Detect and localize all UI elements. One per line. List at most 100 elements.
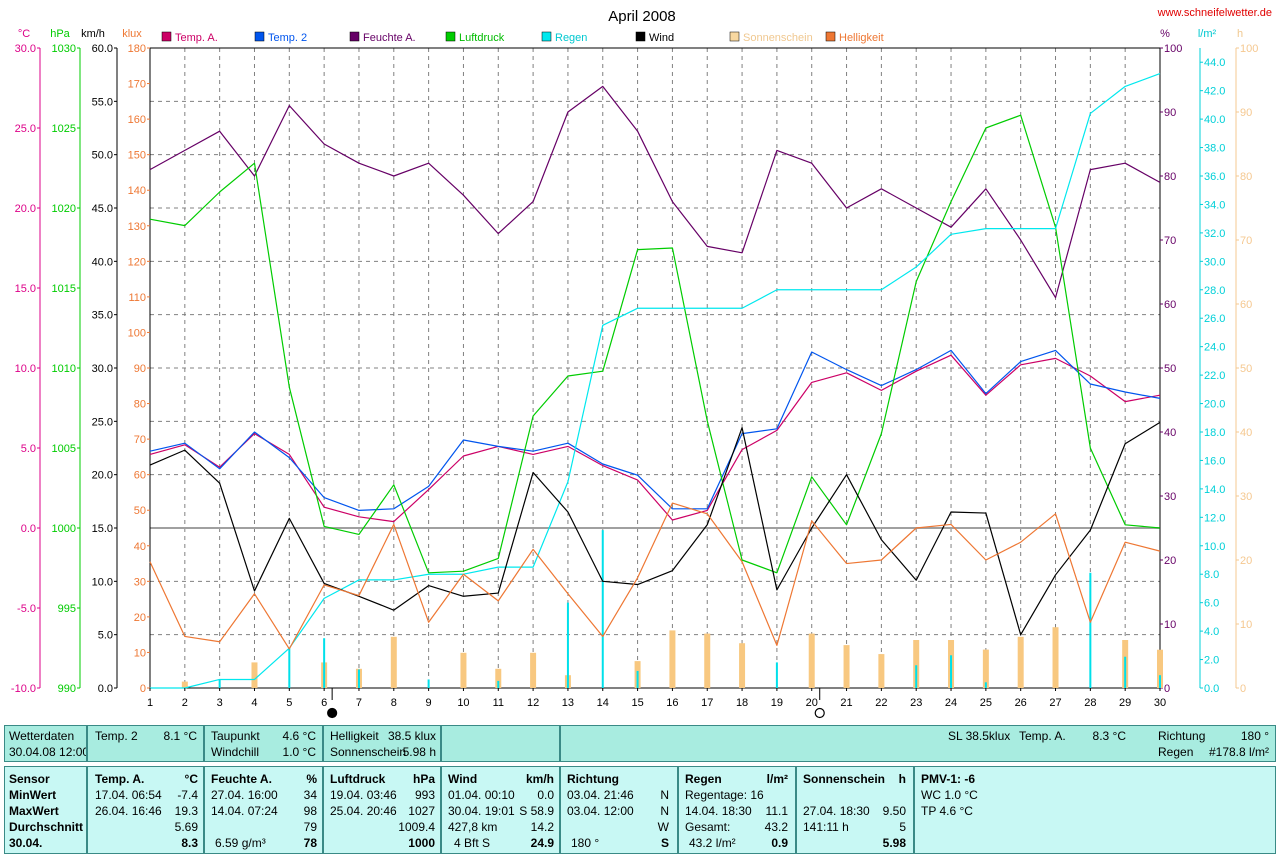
lux-tick-label: 110: [128, 292, 146, 304]
x-tick-label: 10: [457, 697, 469, 709]
x-tick-label: 1: [147, 697, 153, 709]
lux-tick-label: 120: [128, 256, 146, 268]
wind-tick-label: 20.0: [92, 470, 113, 482]
pressure-axis-unit: hPa: [50, 28, 70, 40]
source-link[interactable]: www.schneifelwetter.de: [1157, 7, 1272, 19]
sunshine-tick-label: 70: [1240, 235, 1252, 247]
weather-chart: April 2008 www.schneifelwetter.de °C hPa…: [11, 7, 1272, 719]
stats-sunshine-max-value: 9.50: [882, 804, 906, 818]
stats-humidity-current: 78: [303, 836, 317, 850]
stats-humidity-min-time: 27.04. 16:00: [211, 788, 278, 802]
sunshine-tick-label: 50: [1240, 363, 1252, 375]
stats-humidity-absolute: 6.59 g/m³: [215, 836, 266, 850]
sunshine-bar: [390, 636, 397, 688]
rain-tick-label: 32.0: [1204, 228, 1225, 240]
lux-tick-label: 180: [128, 43, 146, 55]
stats-rain-current: 0.9: [771, 836, 788, 850]
sunshine-tick-label: 40: [1240, 427, 1252, 439]
rain-tick-label: 22.0: [1204, 370, 1225, 382]
stats-wind-min-value: 0.0: [537, 788, 554, 802]
sunshine-bar: [495, 668, 502, 688]
dewpoint-value: 4.6 °C: [282, 729, 316, 743]
status-panel-temp2: Temp. 2 8.1 °C: [87, 725, 204, 762]
lux-tick-label: 160: [128, 114, 146, 126]
x-tick-label: 27: [1049, 697, 1061, 709]
x-tick-label: 29: [1119, 697, 1131, 709]
stats-max-label: MaxWert: [9, 804, 59, 818]
sunshine-bar: [878, 654, 885, 688]
sunshine-label: Sonnenschein: [330, 745, 407, 759]
stats-direction-header: Richtung: [567, 772, 619, 786]
pressure-tick-label: 1030: [52, 43, 76, 55]
stats-humidity-max-time: 14.04. 07:24: [211, 804, 278, 818]
x-tick-label: 5: [286, 697, 292, 709]
sl-text: SL 38.5klux: [948, 729, 1011, 743]
sunshine-bar: [982, 649, 989, 688]
humidity-tick-label: 10: [1164, 619, 1176, 631]
stats-sensor-header: Sensor: [9, 772, 50, 786]
daily-rain-bar: [950, 655, 953, 688]
x-tick-label: 17: [701, 697, 713, 709]
wind-tick-label: 30.0: [92, 363, 113, 375]
stats-pressure: Luftdruck hPa 19.04. 03:46 993 25.04. 20…: [323, 766, 441, 854]
sunshine-tick-label: 80: [1240, 171, 1252, 183]
series-line-feuchte-a: [149, 85, 1161, 299]
stats-direction-current-degrees: 180 °: [571, 836, 600, 850]
stats-tempa-min-time: 17.04. 06:54: [95, 788, 162, 802]
x-tick-label: 23: [910, 697, 922, 709]
legend-label-sonnenschein: Sonnenschein: [743, 32, 813, 44]
rain-tick-label: 12.0: [1204, 512, 1225, 524]
pressure-tick-label: 995: [58, 603, 76, 615]
rain-tick-label: 0.0: [1204, 683, 1219, 695]
temp-axis-unit: °C: [18, 28, 30, 40]
x-tick-label: 21: [840, 697, 852, 709]
series-lines: [149, 73, 1161, 689]
stats-wind-distance: 427,8 km: [448, 820, 498, 834]
series-line-wind: [149, 421, 1161, 636]
stats-pressure-header: Luftdruck: [330, 772, 386, 786]
stats-avg-label: Durchschnitt: [9, 820, 84, 834]
dewpoint-label: Taupunkt: [211, 729, 260, 743]
chart-title: April 2008: [608, 8, 676, 25]
wind-tick-label: 60.0: [92, 43, 113, 55]
pressure-tick-label: 990: [58, 683, 76, 695]
stats-tempa: Temp. A. °C 17.04. 06:54 -7.4 26.04. 16:…: [87, 766, 204, 854]
wind-tick-label: 40.0: [92, 256, 113, 268]
x-tick-label: 6: [321, 697, 327, 709]
stats-tempa-max-value: 19.3: [174, 804, 198, 818]
lux-tick-label: 50: [134, 505, 146, 517]
x-tick-label: 30: [1154, 697, 1166, 709]
wind-tick-label: 15.0: [92, 523, 113, 535]
humidity-tick-label: 0: [1164, 683, 1170, 695]
rain-tick-label: 4.0: [1204, 626, 1219, 638]
stats-pmv-header: PMV-1: -6: [921, 772, 976, 786]
new-moon-icon: [327, 707, 338, 719]
temp-tick-label: 5.0: [21, 443, 36, 455]
daily-rain-bar: [288, 648, 291, 688]
legend-swatch-temp-2: [254, 31, 265, 42]
pressure-tick-label: 1010: [52, 363, 76, 375]
stats-direction-max-time: 03.04. 12:00: [567, 804, 634, 818]
temp-tick-label: 10.0: [15, 363, 36, 375]
x-tick-label: 2: [182, 697, 188, 709]
legend-label-temp-2: Temp. 2: [268, 32, 307, 44]
stats-tempa-current: 8.3: [181, 836, 198, 850]
stats-direction-min-time: 03.04. 21:46: [567, 788, 634, 802]
stats-pressure-avg: 1009.4: [398, 820, 435, 834]
pressure-tick-label: 1000: [52, 523, 76, 535]
lux-tick-label: 140: [128, 185, 146, 197]
status-panel-weatherdata: Wetterdaten 30.04.08 12:00: [4, 725, 87, 762]
stats-wind-header: Wind: [448, 772, 478, 786]
rain-tick-label: 26.0: [1204, 313, 1225, 325]
direction-value: 180 °: [1240, 729, 1269, 743]
stats-pressure-min-time: 19.04. 03:46: [330, 788, 397, 802]
temp-tick-label: 30.0: [15, 43, 36, 55]
status-panel-brightness: Helligkeit 38.5 klux Sonnenschein 5.98 h: [323, 725, 441, 762]
humidity-tick-label: 50: [1164, 363, 1176, 375]
legend-label-helligkeit: Helligkeit: [839, 32, 884, 44]
stats-pressure-current: 1000: [408, 836, 435, 850]
lux-tick-label: 90: [134, 363, 146, 375]
sunshine-bar: [530, 652, 537, 688]
legend-label-regen: Regen: [555, 32, 587, 44]
lux-tick-label: 0: [140, 683, 146, 695]
